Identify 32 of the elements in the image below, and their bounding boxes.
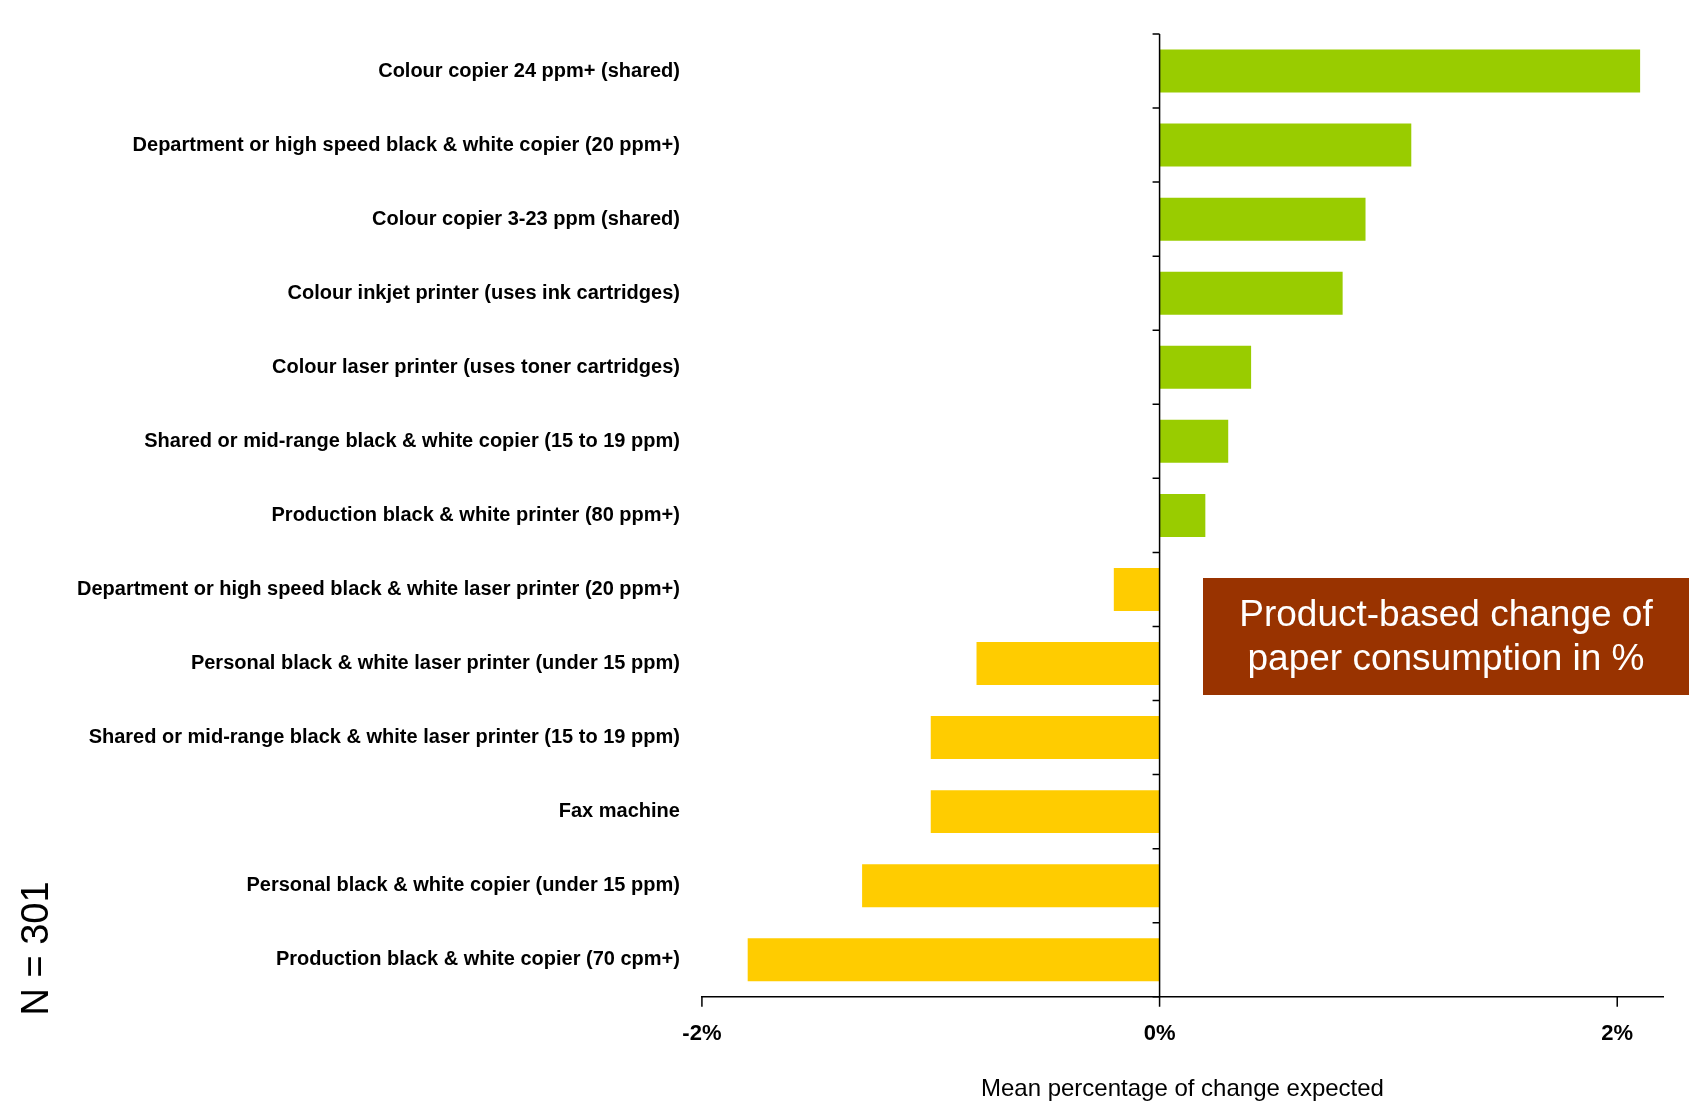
x-tick-label: 0% bbox=[1143, 1020, 1176, 1046]
x-axis-title: Mean percentage of change expected bbox=[980, 1074, 1384, 1102]
bar bbox=[930, 790, 1160, 834]
bar bbox=[862, 864, 1160, 908]
bar bbox=[1159, 419, 1229, 463]
y-tick-label: Production black & white copier (70 cpm+) bbox=[275, 947, 680, 970]
y-tick-label: Department or high speed black & white laser printer (20 ppm+) bbox=[77, 576, 680, 599]
y-tick-label: Production black & white printer (80 ppm+) bbox=[271, 502, 680, 525]
y-tick-label: Personal black & white copier (under 15 ppm) bbox=[246, 873, 680, 896]
annotation: Product-based change of paper consumption in % bbox=[1203, 578, 1689, 695]
x-tick-label: -2% bbox=[682, 1020, 722, 1046]
bar bbox=[1159, 49, 1641, 93]
bar bbox=[1159, 271, 1343, 315]
bar bbox=[1159, 345, 1252, 389]
y-tick-label: Shared or mid-range black & white laser printer (15 to 19 ppm) bbox=[88, 725, 680, 748]
y-tick-label: Colour copier 24 ppm+ (shared) bbox=[378, 58, 680, 81]
text: N = 301 bbox=[13, 880, 57, 1016]
y-tick-label: Colour laser printer (uses toner cartridges) bbox=[272, 354, 680, 377]
y-tick-label: Personal black & white laser printer (under 15 ppm) bbox=[190, 651, 680, 674]
y-tick-label: Shared or mid-range black & white copier (15 to 19 ppm) bbox=[144, 428, 680, 451]
y-tick-label: Colour inkjet printer (uses ink cartridges) bbox=[287, 280, 680, 303]
y-tick-label: Department or high speed black & white copier (20 ppm+) bbox=[132, 132, 680, 155]
bar bbox=[1159, 197, 1366, 241]
bar bbox=[1159, 493, 1206, 537]
bar bbox=[1113, 567, 1160, 611]
bar bbox=[976, 642, 1160, 685]
x-tick-label: 2% bbox=[1601, 1020, 1634, 1046]
y-tick-label: Colour copier 3-23 ppm (shared) bbox=[372, 206, 680, 229]
bar bbox=[1159, 123, 1412, 167]
bar bbox=[747, 938, 1160, 982]
y-tick-label: Fax machine bbox=[558, 799, 680, 822]
bar bbox=[930, 716, 1160, 760]
